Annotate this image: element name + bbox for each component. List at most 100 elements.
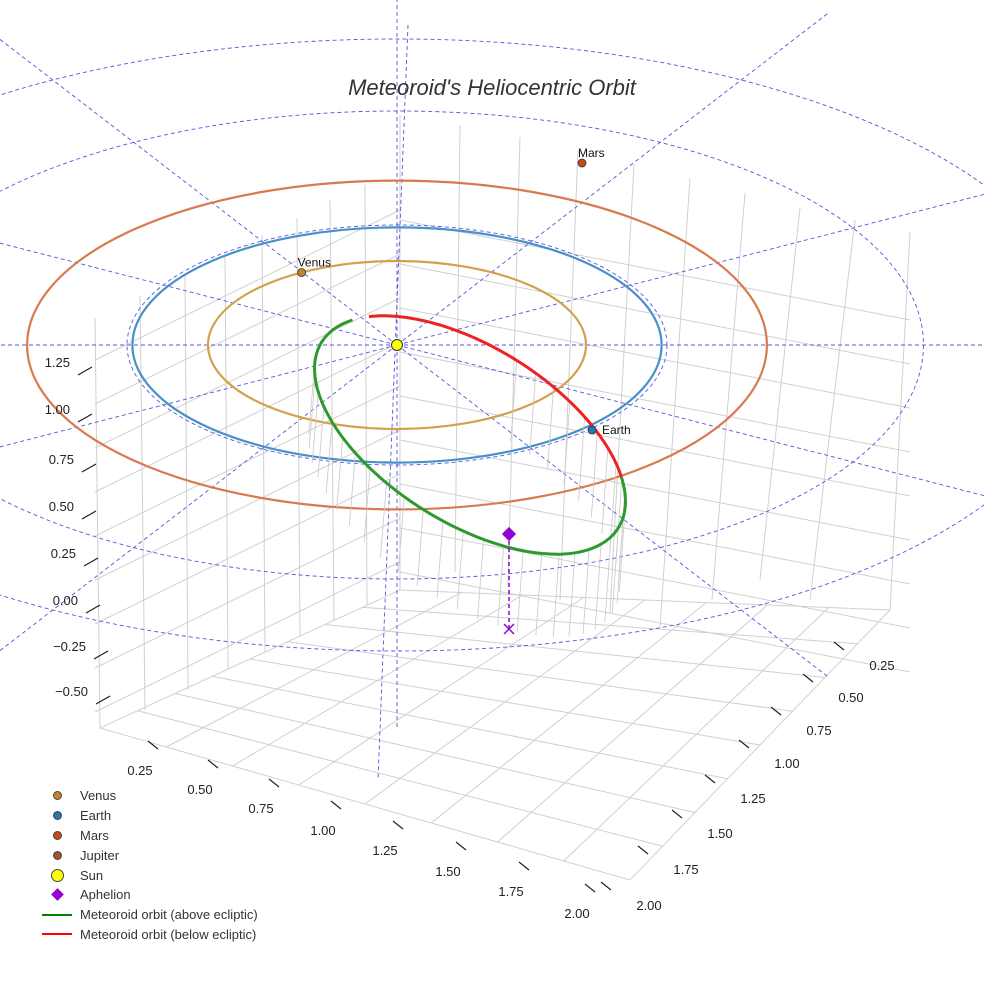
grid-line: [94, 209, 401, 361]
meteoroid-dropline: [594, 544, 602, 630]
meteoroid-dropline: [578, 416, 586, 502]
legend-symbol: [40, 888, 74, 902]
z-tick-label: 0.50: [49, 499, 74, 514]
x-tick-mark: [518, 861, 530, 871]
body-markers: Venus Earth Mars: [297, 146, 631, 635]
z-tick-mark: [77, 366, 93, 376]
meteoroid-dropline: [436, 521, 444, 599]
grid-line: [139, 295, 146, 711]
z-tick-label: −0.25: [53, 639, 86, 654]
grid-line: [94, 429, 401, 581]
x-tick-mark: [455, 841, 467, 851]
grid-line: [94, 561, 401, 713]
polar-radial: [396, 344, 984, 497]
grid-line: [399, 571, 911, 673]
grid-line: [809, 219, 856, 601]
meteoroid-dropline: [477, 539, 484, 619]
grid-line: [184, 274, 189, 691]
polar-vertical: [377, 24, 409, 781]
x-tick-mark: [330, 800, 342, 810]
grid-line: [261, 234, 266, 653]
grid-line: [224, 254, 229, 671]
axis-grid: [94, 115, 911, 881]
legend-swatch: [52, 811, 62, 821]
grid-line: [324, 624, 826, 678]
legend-label: Aphelion: [80, 887, 131, 903]
marker-venus: [297, 268, 306, 277]
legend-item: Meteoroid orbit (below ecliptic): [40, 925, 340, 945]
marker-sun: [391, 339, 403, 351]
grid-line: [399, 395, 911, 497]
legend-symbol: [40, 868, 74, 882]
grid-line: [507, 136, 521, 586]
x-tick-label: 1.75: [498, 884, 523, 899]
legend-item: Jupiter: [40, 845, 340, 865]
y-tick-mark: [671, 809, 683, 819]
meteoroid-dropline: [397, 496, 405, 573]
meteoroid-dropline: [456, 531, 464, 610]
grid-line: [329, 199, 335, 621]
marker-aphelion: [501, 526, 517, 542]
grid-line: [609, 163, 635, 615]
x-tick-label: 0.50: [187, 782, 212, 797]
legend-label: Jupiter: [80, 847, 120, 863]
z-tick-mark: [83, 557, 99, 567]
meteoroid-dropline: [510, 360, 518, 442]
z-tick-mark: [77, 413, 93, 423]
polar-circle: [0, 38, 984, 652]
legend-swatch: [52, 850, 62, 860]
z-tick-mark: [81, 463, 97, 473]
legend: Venus Earth Mars Jupiter Sun Aphelion Meteoroi…: [40, 786, 340, 944]
y-tick-label: 1.50: [707, 826, 732, 841]
meteoroid-dropline: [336, 437, 344, 510]
grid-line: [94, 317, 101, 729]
meteoroid-dropline: [308, 377, 316, 449]
legend-symbol: [40, 908, 74, 922]
y-tick-label: 0.75: [806, 723, 831, 738]
polar-radial: [396, 12, 830, 346]
y-tick-label: 0.25: [869, 658, 894, 673]
grid-line: [497, 604, 768, 843]
grid-line: [364, 599, 646, 805]
z-tick-mark: [81, 510, 97, 520]
grid-line: [94, 473, 401, 625]
chart-title: Meteoroid's Heliocentric Orbit: [348, 75, 637, 100]
planet-orbits: [26, 179, 768, 511]
meteoroid-dropline: [590, 432, 598, 518]
legend-label: Meteoroid orbit (above ecliptic): [80, 907, 258, 923]
meteoroid-dropline: [529, 373, 537, 456]
meteoroid-dropline: [618, 505, 626, 592]
meteoroid-dropline: [516, 550, 524, 632]
meteoroid-dropline: [547, 387, 554, 470]
y-tick-mark: [833, 641, 845, 651]
grid-line: [399, 439, 911, 541]
grid-line: [94, 253, 401, 405]
meteoroid-dropline: [563, 401, 571, 486]
y-tick-mark: [770, 706, 782, 716]
legend-label: Sun: [80, 867, 104, 883]
polar-radial: [0, 344, 398, 448]
meteoroid-dropline: [497, 546, 505, 627]
y-tick-label: 0.50: [838, 690, 863, 705]
x-tick-label: 0.25: [127, 763, 152, 778]
legend-symbol: [40, 927, 74, 941]
grid-line: [94, 517, 401, 669]
legend-label: Meteoroid orbit (below ecliptic): [80, 926, 257, 942]
polar-radial: [0, 38, 398, 346]
grid-line: [94, 341, 401, 493]
meteoroid-dropline: [582, 549, 590, 634]
grid-line: [399, 589, 891, 611]
legend-swatch: [52, 830, 62, 840]
legend-label: Venus: [80, 788, 117, 804]
z-tick-label: −0.50: [55, 684, 88, 699]
meteoroid-dropline: [380, 482, 387, 558]
orbit-mars: [26, 179, 768, 511]
x-tick-label: 1.50: [435, 864, 460, 879]
legend-symbol: [40, 848, 74, 862]
orbit-earth: [131, 226, 663, 464]
grid-line: [399, 483, 911, 585]
legend-symbol: [40, 828, 74, 842]
meteoroid-dropline: [325, 421, 333, 494]
y-tick-mark: [802, 673, 814, 683]
meteoroid-dropline: [311, 391, 319, 463]
